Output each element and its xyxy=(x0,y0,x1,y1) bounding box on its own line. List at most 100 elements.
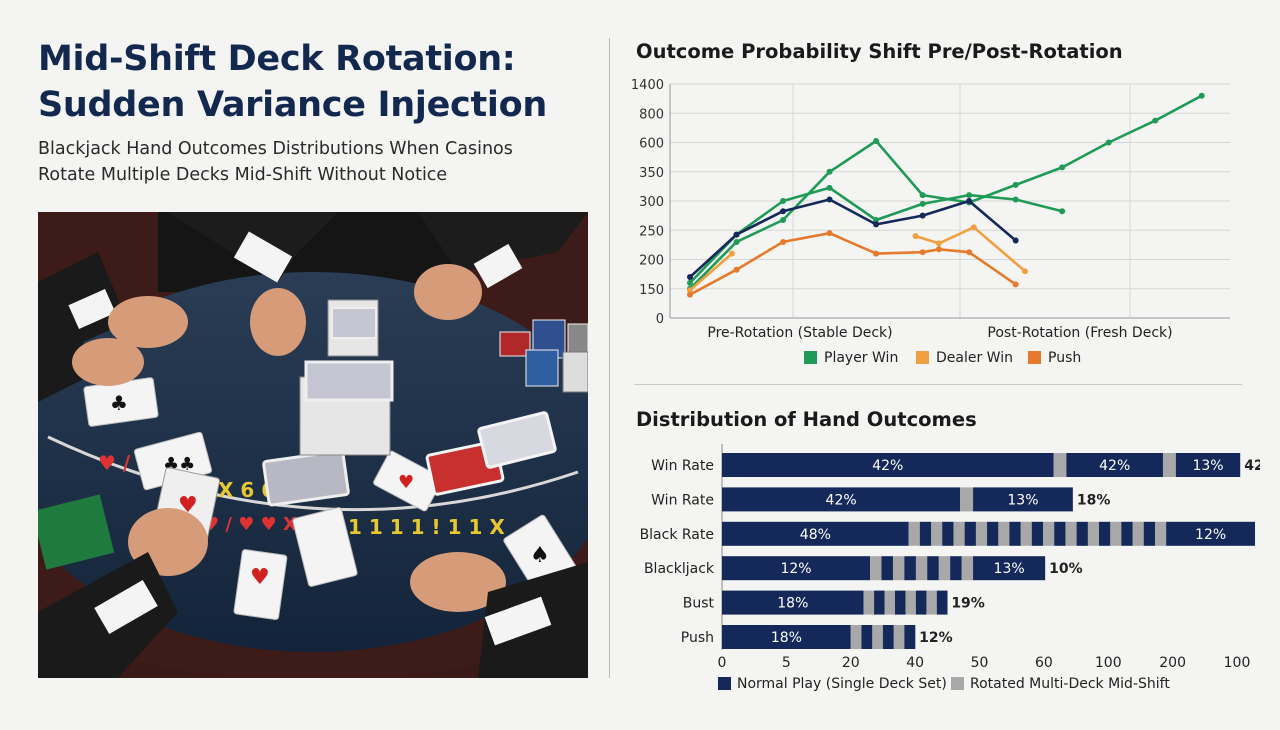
bar-segment-striped xyxy=(1121,521,1133,546)
data-point xyxy=(687,279,693,286)
bar-segment-normal xyxy=(1166,521,1256,546)
bar-end-label: 15% xyxy=(1259,527,1260,543)
legend-label: Normal Play (Single Deck Set) xyxy=(737,676,947,692)
bar-segment-striped xyxy=(950,556,962,581)
bar-segment-striped xyxy=(908,521,921,546)
data-point xyxy=(1021,268,1028,275)
series-line xyxy=(689,198,1017,279)
card-stack xyxy=(299,299,394,456)
bar-value-label: 42% xyxy=(1099,458,1130,474)
bar-value-label: 18% xyxy=(777,596,808,612)
bar-segment-striped xyxy=(942,521,954,546)
data-point xyxy=(935,240,942,247)
bar-segment-striped xyxy=(881,556,894,581)
data-point xyxy=(873,217,880,224)
bar-end-label: 10% xyxy=(1049,561,1083,577)
x-tick-label: 50 xyxy=(971,655,989,671)
svg-text:♣: ♣ xyxy=(110,391,128,415)
chip-stacks xyxy=(499,319,588,393)
bar-segment-normal xyxy=(722,556,871,581)
y-tick-label: 0 xyxy=(656,312,664,327)
bar-value-label: 12% xyxy=(1195,527,1226,543)
series-line xyxy=(915,226,1026,273)
title-line-2: Sudden Variance Injection xyxy=(38,85,547,125)
bar-segment-rotated xyxy=(960,487,974,512)
subtitle-line-2: Rotate Multiple Decks Mid-Shift Without … xyxy=(38,165,448,185)
bar-value-label: 18% xyxy=(771,630,802,646)
bar-segment-striped xyxy=(1099,521,1111,546)
data-point xyxy=(733,266,740,273)
bar-segment-normal xyxy=(722,487,961,512)
data-point xyxy=(1012,181,1019,188)
data-point xyxy=(1012,281,1019,288)
series-line xyxy=(689,186,1063,284)
data-point xyxy=(919,200,926,207)
bar-segment-normal xyxy=(973,556,1046,581)
bar-segment-striped xyxy=(1009,521,1021,546)
title-line-1: Mid-Shift Deck Rotation: xyxy=(38,39,516,79)
bar-segment-striped xyxy=(1065,521,1077,546)
data-point xyxy=(873,138,880,145)
bar-segment-normal xyxy=(722,453,1054,477)
y-tick-label: 150 xyxy=(639,283,664,298)
category-label: Win Rate xyxy=(651,492,714,508)
bar-end-label: 42% xyxy=(1244,458,1260,474)
data-point xyxy=(966,198,973,204)
data-point xyxy=(728,250,735,257)
bar-segment-rotated xyxy=(1162,453,1176,477)
legend-swatch xyxy=(804,351,817,364)
x-tick-label: 5 xyxy=(782,655,791,671)
bar-value-label: 13% xyxy=(1192,458,1223,474)
bar-segment-striped xyxy=(861,625,873,649)
y-tick-label: 200 xyxy=(639,254,664,269)
x-tick-label: Pre-Rotation (Stable Deck) xyxy=(707,325,892,341)
legend-swatch xyxy=(951,677,964,690)
y-tick-label: 1400 xyxy=(631,78,664,93)
data-point xyxy=(733,231,740,238)
category-label: Black Rate xyxy=(640,527,714,543)
bar-segment-striped xyxy=(931,521,943,546)
data-point xyxy=(687,287,693,294)
bar-segment-striped xyxy=(892,556,905,581)
bar-segment-striped xyxy=(1076,521,1089,546)
category-label: Win Rate xyxy=(651,458,714,474)
data-point xyxy=(1012,237,1019,244)
svg-text:♥: ♥ xyxy=(398,472,414,493)
page-title: Mid-Shift Deck Rotation: Sudden Variance… xyxy=(38,36,578,128)
blackjack-table-illustration: ♥ / ! ! X X 6 6 1 1 1 1 ! 1 1 X ♥ / ♥ ♥ … xyxy=(38,212,588,678)
bar-segment-striped xyxy=(905,590,917,615)
data-point xyxy=(733,238,740,245)
bar-chart-title: Distribution of Hand Outcomes xyxy=(636,408,977,431)
bar-chart: Win Rate 42% 42% 13% 42% Win Rate 42% 13% 18% Bla… xyxy=(640,444,1260,692)
x-tick-label: 200 xyxy=(1159,655,1186,671)
x-tick-label: 20 xyxy=(842,655,860,671)
bar-segment-striped xyxy=(1087,521,1100,546)
x-tick-label: 100 xyxy=(1095,655,1122,671)
bar-segment-striped xyxy=(1110,521,1122,546)
bar-segment-striped xyxy=(926,590,938,615)
bar-segment-striped xyxy=(915,590,927,615)
bar-segment-striped xyxy=(953,521,965,546)
bar-value-label: 48% xyxy=(800,527,831,543)
bar-segment-normal xyxy=(722,521,909,546)
bar-segment-normal xyxy=(1066,453,1163,477)
data-point xyxy=(780,198,787,204)
legend-swatch xyxy=(1028,351,1041,364)
horizontal-divider xyxy=(634,384,1242,385)
category-label: Bust xyxy=(683,596,715,612)
data-point xyxy=(935,246,942,253)
x-tick-label: Post-Rotation (Fresh Deck) xyxy=(987,325,1172,341)
y-tick-label: 800 xyxy=(639,107,664,122)
bar-segment-striped xyxy=(872,625,884,649)
data-point xyxy=(966,192,973,199)
series-line xyxy=(689,252,733,292)
bar-end-label: 19% xyxy=(951,596,985,612)
bar-segment-striped xyxy=(874,590,885,615)
line-chart: 0 150 200 250 300 350 600 800 1400 Pre-Rotation (… xyxy=(631,78,1230,366)
y-tick-label: 300 xyxy=(639,195,664,210)
legend-swatch xyxy=(916,351,929,364)
x-tick-label: 60 xyxy=(1035,655,1053,671)
subtitle-line-1: Blackjack Hand Outcomes Distributions Wh… xyxy=(38,139,513,159)
data-point xyxy=(687,274,693,281)
svg-text:♥ / ♥ ♥ X ♥: ♥ / ♥ ♥ X ♥ xyxy=(203,514,319,535)
